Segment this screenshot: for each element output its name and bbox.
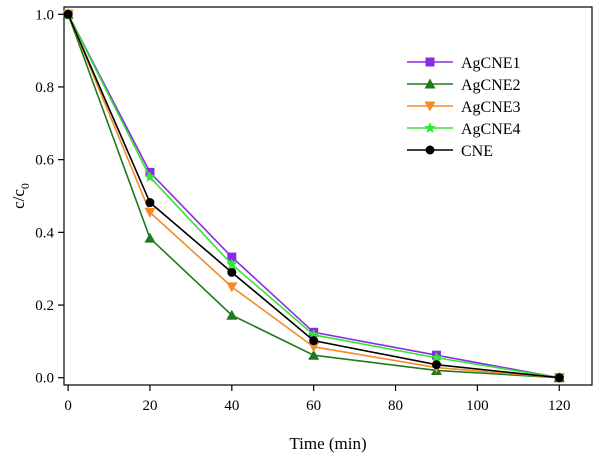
series-line <box>67 13 560 379</box>
circle-marker <box>227 267 237 277</box>
axis-ticks: 0 20 40 60 80 100 120 0.0 0.2 0.4 0.6 0.8 1.0 <box>35 7 570 414</box>
y-axis-label-main: c/c <box>9 189 28 209</box>
triangle-down-marker <box>144 207 156 218</box>
legend-item-cne: CNE <box>407 143 493 160</box>
legend-label: AgCNE2 <box>461 77 521 94</box>
circle-marker <box>309 336 319 346</box>
legend: AgCNE1 AgCNE2 AgCNE3 AgCNE4 CNE <box>407 55 521 160</box>
legend-item-agcne3: AgCNE3 <box>407 99 521 116</box>
triangle-up-marker <box>424 78 436 89</box>
x-tick-label: 80 <box>388 398 403 414</box>
star-marker <box>144 171 156 182</box>
x-tick-label: 40 <box>224 398 239 414</box>
star-marker <box>430 351 443 363</box>
legend-label: AgCNE1 <box>461 55 521 72</box>
x-tick-label: 20 <box>142 398 157 414</box>
square-marker <box>425 57 435 67</box>
y-tick-label: 0.6 <box>35 153 54 169</box>
y-axis-label-subscript: 0 <box>18 183 32 189</box>
y-tick-label: 0.4 <box>35 225 54 241</box>
series-line <box>67 13 560 379</box>
legend-item-agcne4: AgCNE4 <box>407 121 521 138</box>
x-tick-label: 0 <box>64 398 72 414</box>
star-marker <box>424 122 436 133</box>
y-tick-label: 0.0 <box>35 371 54 387</box>
square-marker <box>227 252 237 262</box>
series-group <box>62 8 565 384</box>
triangle-up-marker <box>308 349 320 360</box>
legend-item-agcne2: AgCNE2 <box>407 77 521 94</box>
triangle-down-marker <box>308 342 320 353</box>
series-line <box>67 13 560 379</box>
legend-label: CNE <box>461 143 493 160</box>
y-tick-label: 0.2 <box>35 298 54 314</box>
series-line <box>67 13 560 379</box>
triangle-up-marker <box>144 232 156 243</box>
y-tick-label: 0.8 <box>35 80 54 96</box>
plot-frame <box>63 6 593 386</box>
legend-label: AgCNE3 <box>461 99 521 116</box>
y-axis-label: c/c0 <box>9 183 32 209</box>
series-line <box>67 13 560 379</box>
series-cne <box>63 9 564 383</box>
circle-marker <box>145 198 155 208</box>
legend-label: AgCNE4 <box>461 121 521 138</box>
x-tick-label: 60 <box>306 398 321 414</box>
circle-marker <box>63 9 73 19</box>
circle-marker <box>425 145 435 155</box>
y-tick-label: 1.0 <box>35 7 54 23</box>
triangle-up-marker <box>226 309 238 320</box>
star-marker <box>307 328 320 340</box>
x-tick-label: 120 <box>548 398 571 414</box>
triangle-down-marker <box>424 101 436 112</box>
legend-item-agcne1: AgCNE1 <box>407 55 521 72</box>
circle-marker <box>554 373 564 383</box>
star-marker <box>226 258 238 270</box>
triangle-down-marker <box>226 282 238 293</box>
x-axis-label: Time (min) <box>289 434 366 453</box>
circle-marker <box>431 360 441 370</box>
x-tick-label: 100 <box>466 398 489 414</box>
